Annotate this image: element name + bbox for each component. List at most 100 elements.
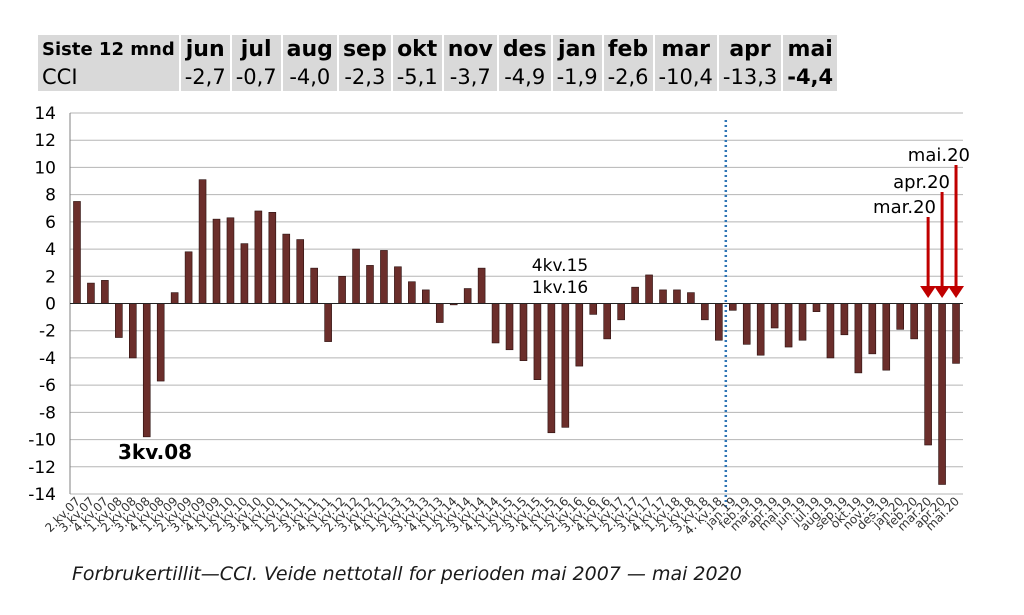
bar: [184, 251, 193, 304]
y-tick-label: -6: [39, 376, 56, 396]
annotation-q1-16: 1kv.16: [532, 278, 588, 298]
summary-table: Siste 12 mnd jun jul aug sep okt nov des…: [36, 35, 839, 91]
bar: [408, 281, 416, 304]
summary-value: -0,7: [231, 63, 281, 91]
bar: [826, 303, 835, 359]
bar: [170, 292, 179, 304]
summary-value: -10,4: [654, 63, 717, 91]
bar: [505, 303, 514, 351]
y-tick-label: 4: [45, 240, 56, 260]
summary-month: feb: [603, 35, 653, 63]
bar: [324, 303, 332, 342]
summary-value: -2,6: [603, 63, 653, 91]
bar: [728, 303, 737, 311]
bar: [115, 303, 123, 338]
chart-caption: Forbrukertillit—CCI. Veide nettotall for…: [72, 563, 742, 585]
bar: [938, 303, 946, 485]
summary-value-row: CCI -2,7 -0,7 -4,0 -2,3 -5,1 -3,7 -4,9 -…: [38, 63, 838, 91]
bar: [366, 265, 374, 304]
summary-month: okt: [392, 35, 442, 63]
bar: [673, 289, 681, 304]
y-tick-label: 14: [34, 104, 56, 124]
arrow-label: mar.20: [873, 197, 936, 218]
bar: [394, 266, 402, 304]
bar: [756, 303, 765, 356]
bar: [435, 303, 444, 323]
summary-value-latest: -4,4: [783, 63, 838, 91]
bar: [631, 286, 639, 304]
y-tick-label: 12: [34, 131, 56, 151]
summary-header-label: Siste 12 mnd: [38, 35, 179, 63]
bar: [784, 303, 793, 348]
bar: [477, 267, 486, 304]
bar: [910, 303, 918, 340]
bar: [73, 201, 81, 304]
cci-bar-chart: 14121086420-2-4-6-8-10-12-142.kv.073.kv.…: [28, 104, 970, 538]
bar: [310, 267, 318, 304]
bar: [463, 288, 472, 304]
summary-value: -1,9: [552, 63, 602, 91]
bar: [87, 282, 95, 304]
bar: [422, 289, 430, 304]
summary-month: aug: [282, 35, 337, 63]
bar: [296, 239, 305, 304]
bar: [491, 303, 500, 344]
bar: [617, 303, 625, 321]
bar: [268, 212, 277, 304]
annotation-low-2008: 3kv.08: [118, 440, 192, 464]
bar: [533, 303, 542, 380]
y-tick-label: -2: [39, 322, 56, 342]
bar: [547, 303, 556, 434]
bar: [142, 303, 151, 438]
arrow-head-icon: [920, 286, 937, 298]
bar: [659, 289, 667, 304]
bar: [156, 303, 165, 382]
annotation-q4-15: 4kv.15: [532, 256, 588, 276]
bar: [198, 179, 207, 304]
summary-month: mar: [654, 35, 717, 63]
summary-header-row: Siste 12 mnd jun jul aug sep okt nov des…: [38, 35, 838, 63]
y-tick-label: -10: [28, 431, 56, 451]
bar: [812, 303, 821, 312]
bar: [840, 303, 849, 336]
summary-month: mai: [783, 35, 838, 63]
bar: [645, 274, 653, 304]
bar: [282, 233, 291, 304]
bar: [715, 303, 723, 341]
y-tick-label: -12: [28, 458, 56, 478]
y-tick-label: 6: [45, 213, 56, 233]
y-tick-label: 10: [34, 158, 56, 178]
bar: [701, 303, 709, 321]
y-tick-label: -14: [28, 485, 56, 505]
bar: [380, 250, 388, 304]
bar: [589, 303, 598, 315]
bar: [882, 303, 891, 371]
bar: [687, 292, 695, 304]
summary-month: jun: [180, 35, 230, 63]
bar: [240, 243, 249, 304]
summary-month: nov: [443, 35, 497, 63]
arrow-head-icon: [948, 286, 965, 298]
summary-value: -13,3: [718, 63, 782, 91]
bar: [896, 303, 904, 330]
arrow-label: apr.20: [893, 172, 950, 193]
bar: [129, 303, 137, 359]
y-tick-label: -4: [39, 349, 56, 369]
bar: [254, 210, 263, 304]
summary-value: -2,7: [180, 63, 230, 91]
y-tick-label: 8: [45, 186, 56, 206]
bar: [868, 303, 877, 355]
bar: [742, 303, 751, 345]
bar: [226, 217, 235, 304]
summary-value: -4,0: [282, 63, 337, 91]
summary-month: des: [498, 35, 551, 63]
y-tick-label: 0: [45, 295, 56, 315]
arrow-label: mai.20: [908, 145, 970, 166]
bar: [854, 303, 863, 374]
summary-value: -4,9: [498, 63, 551, 91]
bar: [770, 303, 779, 329]
summary-value: -2,3: [338, 63, 391, 91]
arrow-head-icon: [934, 286, 951, 298]
bar: [924, 303, 932, 446]
bar: [212, 218, 221, 304]
